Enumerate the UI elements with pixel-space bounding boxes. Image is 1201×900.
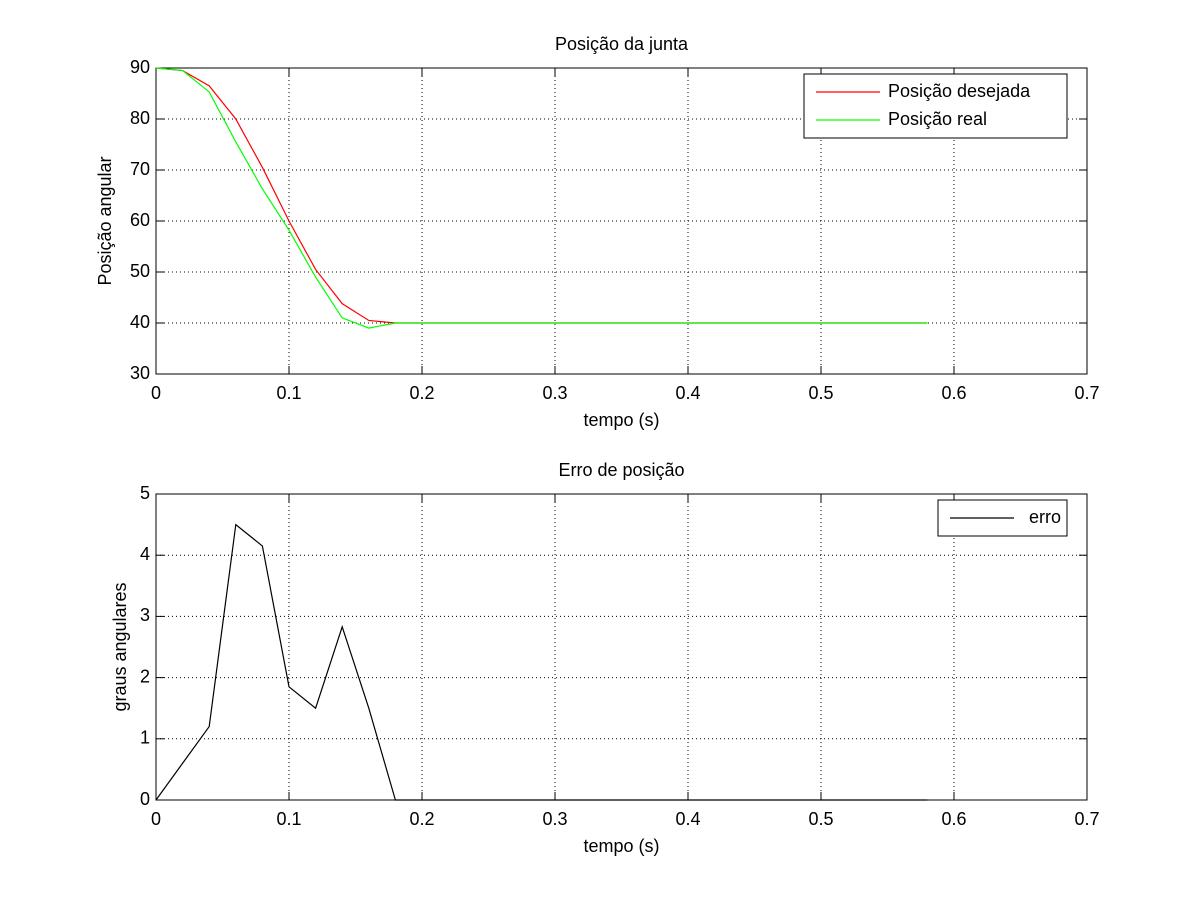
chart-title: Posição da junta [555, 34, 689, 54]
chart-title: Erro de posição [558, 460, 684, 480]
legend-label: Posição desejada [888, 81, 1031, 101]
x-tick-label: 0.5 [808, 809, 833, 829]
x-tick-label: 0.3 [542, 383, 567, 403]
x-tick-label: 0 [151, 809, 161, 829]
y-tick-label: 70 [130, 159, 150, 179]
y-axis-label: Posição angular [95, 156, 115, 285]
legend-box [803, 73, 1068, 139]
y-tick-label: 60 [130, 210, 150, 230]
y-tick-label: 90 [130, 57, 150, 77]
legend-label: erro [1029, 507, 1061, 527]
series-line [155, 67, 928, 329]
x-tick-label: 0.6 [941, 809, 966, 829]
x-tick-label: 0.7 [1074, 809, 1099, 829]
x-axis-label: tempo (s) [583, 410, 659, 430]
y-tick-label: 80 [130, 108, 150, 128]
x-tick-label: 0.6 [941, 383, 966, 403]
y-tick-label: 0 [140, 789, 150, 809]
y-tick-label: 4 [140, 544, 150, 564]
y-tick-label: 1 [140, 728, 150, 748]
x-tick-label: 0.1 [276, 383, 301, 403]
y-axis-label: graus angulares [110, 582, 130, 711]
x-tick-label: 0 [151, 383, 161, 403]
x-tick-label: 0.2 [409, 383, 434, 403]
x-tick-label: 0.7 [1074, 383, 1099, 403]
plot-area [156, 494, 1087, 800]
x-tick-label: 0.4 [675, 809, 700, 829]
y-tick-label: 3 [140, 605, 150, 625]
y-tick-label: 50 [130, 261, 150, 281]
y-tick-label: 5 [140, 483, 150, 503]
y-tick-label: 30 [130, 363, 150, 383]
series-line [155, 523, 928, 801]
legend-label: Posição real [888, 109, 987, 129]
x-tick-label: 0.4 [675, 383, 700, 403]
y-tick-label: 2 [140, 666, 150, 686]
x-tick-label: 0.5 [808, 383, 833, 403]
y-tick-label: 40 [130, 312, 150, 332]
x-tick-label: 0.1 [276, 809, 301, 829]
x-axis-label: tempo (s) [583, 836, 659, 856]
x-tick-label: 0.2 [409, 809, 434, 829]
x-tick-label: 0.3 [542, 809, 567, 829]
axes-box [155, 67, 1088, 375]
